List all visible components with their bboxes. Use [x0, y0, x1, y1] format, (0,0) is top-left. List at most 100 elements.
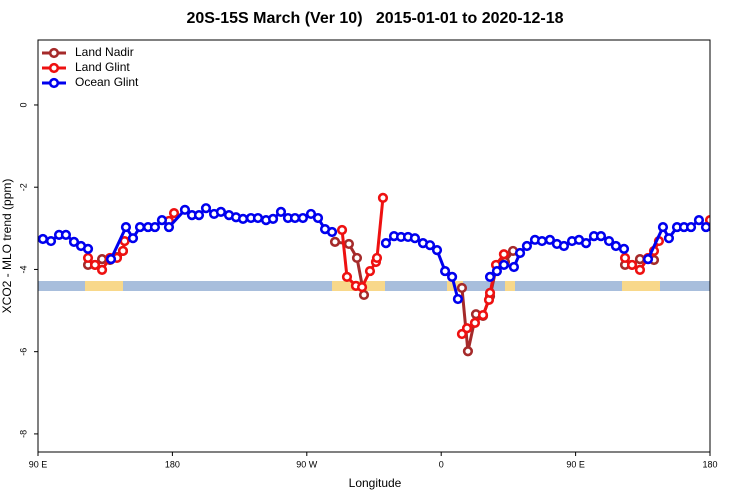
point	[508, 261, 520, 273]
y-tick-label: 0	[18, 102, 28, 107]
x-tick-label: 180	[165, 459, 180, 469]
x-tick-label: 90 W	[296, 459, 318, 469]
point	[610, 240, 622, 252]
x-tick-label: 180	[702, 459, 717, 469]
point	[439, 265, 451, 277]
point	[252, 212, 264, 224]
legend-label: Land Glint	[75, 60, 130, 74]
point	[163, 221, 175, 233]
point	[619, 252, 631, 264]
point	[336, 224, 348, 236]
point	[312, 212, 324, 224]
point	[82, 252, 94, 264]
legend-marker	[48, 77, 60, 89]
point	[326, 226, 338, 238]
point	[149, 221, 161, 233]
point	[341, 271, 353, 282]
point	[358, 289, 370, 301]
point	[618, 243, 630, 254]
point	[305, 208, 317, 220]
point	[82, 243, 94, 254]
legend-label: Ocean Glint	[75, 75, 139, 89]
point	[105, 254, 117, 265]
series-line	[88, 198, 710, 334]
point	[536, 235, 548, 247]
point	[461, 323, 473, 334]
chart-title: 20S-15S March (Ver 10) 2015-01-01 to 202…	[186, 10, 563, 27]
point	[424, 240, 436, 251]
point	[544, 234, 556, 245]
point	[447, 271, 458, 282]
point	[371, 252, 383, 264]
point	[168, 208, 180, 219]
point	[491, 265, 503, 277]
point	[693, 214, 705, 226]
point	[514, 247, 526, 259]
legend-label: Land Nadir	[75, 45, 134, 59]
point	[521, 240, 533, 252]
point	[431, 245, 443, 256]
point	[38, 233, 49, 245]
point	[634, 264, 646, 275]
y-tick-label: -8	[18, 430, 28, 438]
point	[452, 293, 464, 305]
point	[179, 204, 191, 215]
point	[626, 259, 638, 271]
series-line	[88, 240, 655, 353]
legend-marker	[48, 62, 60, 74]
point	[685, 221, 697, 233]
point	[343, 238, 355, 250]
point	[127, 233, 139, 244]
point	[68, 236, 80, 247]
point	[364, 265, 376, 277]
land-sea-band	[38, 281, 710, 291]
point	[484, 287, 496, 298]
point	[193, 210, 205, 221]
x-tick-label: 90 E	[29, 459, 48, 469]
point	[275, 206, 287, 217]
point	[409, 233, 421, 244]
point	[60, 229, 72, 240]
x-axis-label: Longitude	[349, 476, 402, 490]
point	[657, 221, 669, 233]
point	[96, 254, 108, 265]
point	[634, 254, 646, 265]
y-axis-label: XCO2 - MLO trend (ppm)	[0, 179, 14, 314]
point	[267, 213, 279, 224]
point	[456, 282, 468, 294]
legend-marker	[48, 47, 60, 59]
point	[117, 245, 129, 257]
point	[642, 254, 654, 265]
y-tick-label: -4	[18, 265, 28, 273]
point	[498, 259, 510, 271]
plot-area	[38, 192, 710, 357]
point	[603, 235, 615, 247]
point	[580, 238, 592, 249]
x-tick-label: 90 E	[566, 459, 585, 469]
point	[120, 221, 132, 233]
y-tick-label: -6	[18, 348, 28, 356]
point	[45, 235, 57, 247]
point	[469, 317, 481, 328]
point	[237, 213, 249, 224]
point	[477, 309, 489, 321]
point	[595, 231, 607, 242]
y-tick-label: -2	[18, 183, 28, 191]
x-tick-label: 0	[439, 459, 444, 469]
point	[156, 214, 168, 226]
point	[289, 212, 301, 224]
point	[380, 238, 392, 249]
point	[329, 236, 341, 247]
point	[351, 252, 363, 264]
point	[663, 233, 675, 244]
point	[200, 203, 212, 214]
point	[704, 214, 710, 226]
point	[96, 264, 108, 275]
point	[89, 259, 101, 271]
point	[215, 206, 227, 217]
point	[134, 221, 146, 233]
point	[356, 282, 368, 293]
point	[558, 240, 570, 252]
